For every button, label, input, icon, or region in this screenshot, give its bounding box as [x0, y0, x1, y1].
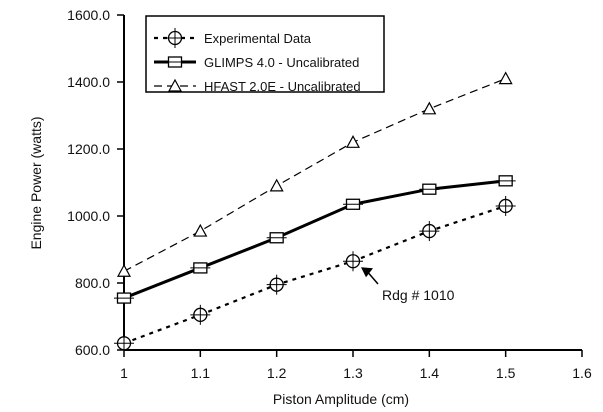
legend-label: GLIMPS 4.0 - Uncalibrated: [204, 55, 359, 70]
series-line: [123, 78, 506, 272]
data-point-marker: [422, 101, 437, 115]
x-tick-label: 1.3: [343, 365, 363, 381]
x-tick-label: 1: [120, 365, 128, 381]
data-point-marker: [116, 264, 132, 277]
legend-label: Experimental Data: [204, 31, 312, 46]
legend-label: HFAST 2.0E - Uncalibrated: [204, 79, 361, 94]
y-tick-label: 1400.0: [67, 74, 110, 90]
x-tick-label: 1.1: [191, 365, 211, 381]
legend-item: HFAST 2.0E - Uncalibrated: [154, 78, 361, 94]
data-point-marker: [498, 71, 513, 85]
y-tick-label: 1600.0: [67, 7, 110, 23]
series-3: [116, 71, 513, 277]
legend-box: [145, 15, 385, 93]
annotation: Rdg # 1010: [361, 267, 455, 303]
x-tick-label: 1.4: [420, 365, 440, 381]
data-point-marker: [345, 135, 361, 148]
data-point-marker: [193, 223, 208, 237]
y-tick-label: 1200.0: [67, 141, 110, 157]
x-ticks: 1 1.1 1.2 1.3 1.4 1.5 1.6: [120, 350, 592, 381]
series-layer: [114, 71, 516, 354]
legend: Experimental Data GLIMPS 4.0 - Uncalibrat…: [145, 15, 385, 94]
legend-items: Experimental Data GLIMPS 4.0 - Uncalibrat…: [154, 28, 361, 94]
x-tick-label: 1.5: [496, 365, 516, 381]
y-axis-label: Engine Power (watts): [28, 116, 44, 249]
y-tick-label: 600.0: [75, 342, 110, 358]
x-tick-label: 1.2: [267, 365, 287, 381]
y-tick-label: 800.0: [75, 275, 110, 291]
y-tick-label: 1000.0: [67, 208, 110, 224]
legend-item: GLIMPS 4.0 - Uncalibrated: [154, 55, 359, 70]
series-2: [114, 175, 516, 304]
y-ticks: 600.0 800.0 1000.0 1200.0 1400.0 1600.0: [67, 7, 124, 358]
series-1: [114, 195, 516, 354]
data-point-marker: [167, 78, 183, 92]
annotation-arrow-head: [361, 267, 373, 278]
legend-item: Experimental Data: [154, 28, 312, 48]
x-axis-label: Piston Amplitude (cm): [273, 391, 409, 407]
data-point-marker: [269, 178, 284, 192]
annotation-label: Rdg # 1010: [382, 287, 455, 303]
x-tick-label: 1.6: [572, 365, 592, 381]
series-line: [123, 179, 506, 300]
